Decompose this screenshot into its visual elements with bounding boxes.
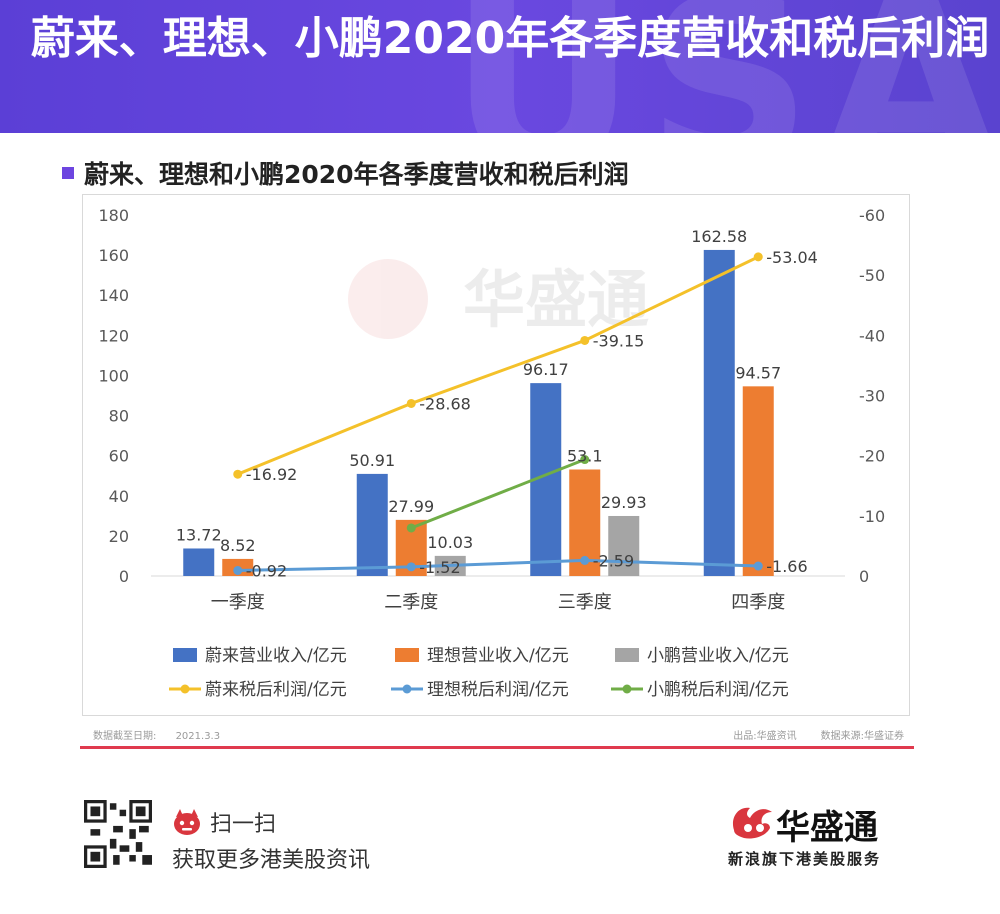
scan-row: 扫一扫	[172, 806, 276, 838]
header-banner: USA 蔚来、理想、小鹏2020年各季度营收和税后利润	[0, 0, 1000, 133]
bar-data-label: 96.17	[523, 360, 569, 379]
section-marker	[62, 167, 74, 179]
footnote-date: 数据截至日期: 2021.3.3	[93, 727, 220, 742]
legend-label: 蔚来税后利润/亿元	[205, 680, 347, 700]
brand-logo: 华盛通 新浪旗下港美股服务	[728, 800, 908, 870]
y-right-tick-label: -40	[859, 326, 885, 345]
line-point	[233, 469, 243, 479]
brand-tagline: 新浪旗下港美股服务	[728, 850, 882, 868]
bar	[183, 548, 215, 576]
line-point	[753, 252, 763, 262]
y-right-tick-label: -60	[859, 206, 885, 225]
legend-swatch	[615, 648, 639, 662]
y-right-tick-label: -50	[859, 266, 885, 285]
line-data-label: -1.52	[419, 558, 460, 577]
bar-data-label: 10.03	[427, 533, 473, 552]
line-data-label: -53.04	[766, 248, 818, 267]
bar-data-label: 50.91	[349, 451, 395, 470]
footnote-source: 出品:华盛资讯 数据来源:华盛证券	[733, 727, 904, 742]
bar-data-label: 162.58	[691, 227, 747, 246]
y-right-tick-label: 0	[859, 567, 869, 586]
y-left-tick-label: 20	[109, 527, 129, 546]
line-data-label: -16.92	[246, 465, 298, 484]
watermark-text: 华盛通	[463, 263, 649, 336]
bar-data-label: 27.99	[388, 497, 434, 516]
brand-name: 华盛通	[776, 808, 878, 848]
legend-label: 小鹏营业收入/亿元	[647, 646, 789, 666]
x-tick-label: 四季度	[731, 592, 785, 613]
line-point	[233, 565, 243, 575]
legend-label: 理想营业收入/亿元	[427, 646, 569, 666]
data-source: 数据来源:华盛证券	[820, 731, 904, 742]
line-data-label: -28.68	[419, 394, 471, 413]
y-left-tick-label: 0	[119, 567, 129, 586]
chart-frame: 华盛通 0 20 40 60 80 100 120 140 160 180 0 -10 -20 -30 -4…	[82, 194, 910, 716]
bar-data-label: 29.93	[601, 493, 647, 512]
legend-label: 小鹏税后利润/亿元	[647, 680, 789, 700]
bar-data-label: 94.57	[735, 363, 781, 382]
x-tick-label: 三季度	[558, 592, 612, 613]
mascot-icon	[174, 809, 200, 835]
legend-label: 蔚来营业收入/亿元	[205, 646, 347, 666]
legend-label: 理想税后利润/亿元	[427, 680, 569, 700]
line-point	[753, 561, 763, 571]
watermark: 华盛通	[348, 259, 649, 339]
bar	[356, 473, 388, 576]
legend-marker	[180, 684, 190, 694]
scan-label: 扫一扫	[210, 812, 277, 837]
series-line	[237, 255, 759, 476]
line-data-label: -2.59	[593, 551, 634, 570]
huashengtong-logo-icon	[732, 807, 772, 839]
bar-data-label: 53.1	[567, 447, 603, 466]
y-left-tick-label: 160	[98, 246, 129, 265]
bar	[703, 249, 735, 577]
section-title: 蔚来、理想和小鹏2020年各季度营收和税后利润	[84, 160, 629, 189]
promo-text: 获取更多港美股资讯	[172, 848, 371, 873]
legend-marker	[622, 684, 632, 694]
chart: 华盛通 0 20 40 60 80 100 120 140 160 180 0 -10 -20 -30 -4…	[98, 206, 885, 700]
y-left-tick-label: 120	[98, 326, 129, 345]
series-line	[237, 558, 759, 572]
series-line	[410, 458, 586, 530]
legend-swatch	[173, 648, 197, 662]
bar-data-label: 13.72	[176, 525, 222, 544]
x-tick-label: 二季度	[384, 592, 438, 613]
legend-swatch	[395, 648, 419, 662]
line-data-label: -1.66	[766, 557, 807, 576]
watermark-logo-icon	[348, 259, 428, 339]
y-right-tick-label: -20	[859, 447, 885, 466]
line-point	[406, 523, 416, 533]
line-point	[580, 555, 590, 565]
legend-marker	[402, 684, 412, 694]
line-point	[406, 562, 416, 572]
y-right-tick-label: -30	[859, 387, 885, 406]
page-title: 蔚来、理想、小鹏2020年各季度营收和税后利润	[30, 13, 990, 64]
line-data-label: -0.92	[246, 561, 287, 580]
line-point	[580, 335, 590, 345]
y-left-tick-label: 140	[98, 286, 129, 305]
y-left-tick-label: 100	[98, 366, 129, 385]
y-left-tick-label: 180	[98, 206, 129, 225]
x-tick-label: 一季度	[211, 592, 265, 613]
divider	[80, 746, 914, 749]
producer-credit: 出品:华盛资讯	[733, 731, 797, 742]
bar	[608, 515, 640, 576]
date-label: 数据截至日期:	[93, 731, 157, 742]
qr-code-icon[interactable]	[84, 800, 152, 868]
bar-data-label: 8.52	[220, 536, 256, 555]
y-right-tick-label: -10	[859, 507, 885, 526]
y-left-tick-label: 80	[109, 407, 129, 426]
bar	[742, 386, 774, 576]
date-value: 2021.3.3	[175, 731, 221, 742]
line-point	[406, 398, 416, 408]
section-header: 蔚来、理想和小鹏2020年各季度营收和税后利润	[62, 157, 629, 189]
y-left-tick-label: 60	[109, 447, 129, 466]
y-left-tick-label: 40	[109, 487, 129, 506]
line-point	[580, 455, 590, 465]
line-data-label: -39.15	[593, 331, 645, 350]
banner-decoration: USA	[450, 0, 1000, 133]
